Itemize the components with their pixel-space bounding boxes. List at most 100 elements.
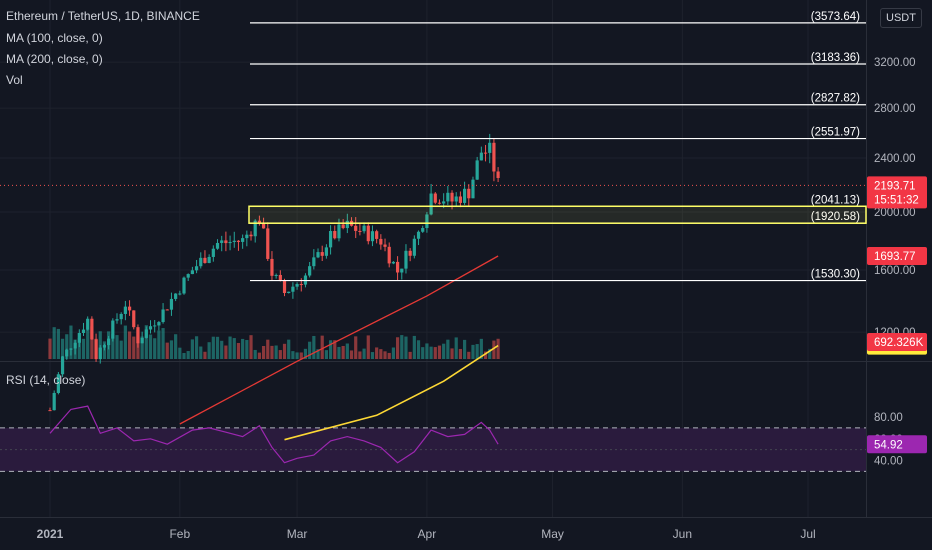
volume-bar [312,335,316,359]
volume-bar [375,347,379,359]
volume-bar [328,340,333,359]
volume-group [48,325,500,359]
rsi-tick-label: 80.00 [874,412,903,424]
ma100-legend[interactable]: MA (100, close, 0) [6,31,103,45]
volume-bar [383,351,387,359]
volume-bar [107,331,111,359]
candle-body [450,192,454,202]
ma100-line [179,255,499,425]
volume-bar [136,329,140,359]
candle-body [462,188,467,203]
volume-bar [303,348,308,359]
volume-bar [174,334,178,359]
rsi-legend[interactable]: RSI (14, close) [6,373,86,387]
candle-body [81,329,86,333]
last-price-badge-text: 15:51:32 [874,194,919,206]
level-label: (3183.36) [811,52,860,64]
candle-body [178,293,182,295]
time-tick-label: Feb [169,527,190,541]
volume-bar [333,340,337,359]
candle-body [475,160,479,180]
candle-body [115,319,119,321]
volume-bar [232,338,236,359]
volume-bar [362,348,366,359]
candle-body [194,266,199,271]
candle-body [433,193,437,203]
volume-bar [153,338,157,359]
candle-body [169,298,174,310]
volume-bar [249,335,253,359]
price-tick-label: 2800.00 [874,103,916,115]
volume-bar [425,343,429,359]
currency-button[interactable]: USDT [880,8,922,28]
volume-bar [224,345,228,359]
price-tick-label: 2400.00 [874,153,916,165]
volume-bar [127,331,132,359]
candle-body [282,280,287,294]
candle-body [132,310,136,328]
candle-body [416,231,421,239]
volume-badge: 692.326K [867,333,927,351]
candle-body [404,250,408,269]
volume-bar [412,335,416,359]
volume-bar [161,328,165,359]
symbol-title[interactable]: Ethereum / TetherUS, 1D, BINANCE [6,9,200,23]
candle-body [308,266,312,276]
volume-bar [56,328,60,359]
volume-bar [429,346,433,359]
level-label: (2827.82) [811,93,860,105]
ma200-legend[interactable]: MA (200, close, 0) [6,52,103,66]
volume-bar [308,341,312,359]
volume-bar [370,352,375,359]
volume-bar [215,336,220,359]
volume-bar [98,331,102,359]
time-tick-label: Jul [800,527,815,541]
candle-body [123,306,127,314]
candle-body [52,392,56,411]
volume-bar [123,325,127,359]
candle-body [395,261,400,273]
candle-body [224,240,228,244]
candle-body [324,247,328,256]
volume-bar [266,339,270,359]
candle-body [496,171,500,178]
volume-legend[interactable]: Vol [6,73,23,87]
volume-bar [245,340,249,359]
price-tick-label: 1600.00 [874,265,916,277]
volume-bar [458,348,463,359]
volume-bar [190,339,194,359]
volume-bar [400,335,404,359]
volume-bar [442,343,446,359]
candle-body [245,234,249,239]
candle-body [479,152,483,161]
volume-bar [354,336,358,359]
volume-bar [90,326,94,359]
volume-bar [211,336,215,359]
last-price-badge-bg [867,176,927,209]
volume-bar [316,349,320,359]
candle-body [161,309,165,323]
candle-body [186,274,190,278]
candle-body [261,222,266,229]
candle-body [270,258,274,276]
volume-bar [186,351,190,359]
candle-body [266,228,270,259]
volume-bar [488,348,492,359]
time-tick-label: Apr [418,527,437,541]
volume-bar [73,339,77,359]
volume-badge-bg [867,333,927,351]
volume-bar [148,334,153,359]
volume-bar [115,335,119,359]
volume-bar [408,351,412,359]
candle-body [362,225,366,232]
volume-bar [86,329,90,359]
volume-bar [345,343,349,359]
level-label: (2551.97) [811,127,860,139]
rsi-value-badge-text: 54.92 [874,439,903,451]
candle-body [375,231,379,239]
candle-body [203,257,207,263]
volume-bar [199,346,203,359]
volume-bar [253,349,257,359]
volume-bar [132,336,136,359]
